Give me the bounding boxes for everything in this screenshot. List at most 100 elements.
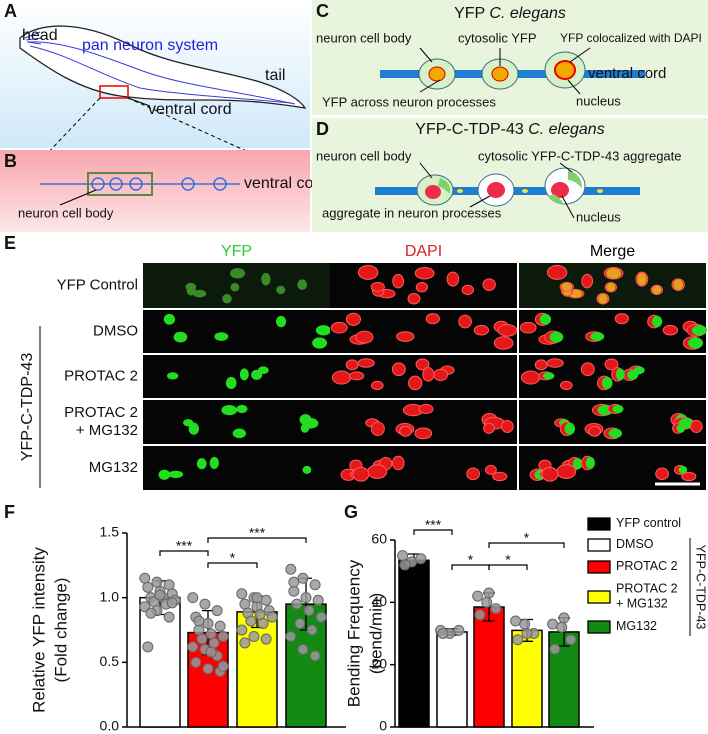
data-point [306, 624, 318, 636]
panel-letter: A [4, 1, 17, 21]
data-point [288, 585, 300, 597]
pointer [59, 189, 97, 206]
label: YFP across neuron processes [322, 94, 496, 109]
nucleus [345, 359, 359, 371]
nucleus [330, 321, 348, 334]
data-point [309, 650, 321, 662]
label: pan neuron system [82, 37, 218, 54]
data-point [202, 663, 214, 675]
yfp-signal [276, 285, 286, 295]
significance-label: * [505, 552, 511, 568]
data-point [315, 611, 327, 623]
y-tick-label: 1.5 [100, 524, 120, 540]
data-point [236, 624, 248, 636]
yfp-signal [542, 372, 555, 380]
y-axis-label: (Fold change) [51, 578, 70, 683]
yfp-signal [561, 282, 573, 291]
row-label: MG132 [89, 459, 138, 476]
data-point [202, 618, 214, 630]
yfp-signal [239, 368, 249, 381]
bar [436, 631, 468, 728]
schematic-line [559, 162, 573, 173]
data-point [208, 637, 220, 649]
data-point [205, 628, 217, 640]
yfp-signal [539, 313, 552, 325]
worm [19, 25, 307, 109]
data-point [556, 621, 568, 633]
column-header: YFP [221, 243, 252, 260]
data-point [245, 615, 257, 627]
y-axis-label: Bending Frequency [344, 559, 363, 707]
schematic-path [548, 194, 564, 204]
data-point [166, 597, 178, 609]
data-point [521, 628, 533, 639]
yfp-signal [601, 376, 613, 390]
y-tick-label: 0 [379, 718, 387, 734]
nucleus [492, 471, 508, 482]
nucleus [519, 321, 537, 334]
yfp-signal [615, 368, 625, 381]
data-point [217, 630, 229, 642]
yfp-signal [275, 315, 287, 328]
nucleus [415, 282, 428, 293]
nerve [27, 41, 296, 105]
panel-d-bg [312, 118, 708, 232]
schematic-ellipse [129, 177, 143, 191]
data-point [437, 628, 449, 639]
nucleus [482, 278, 496, 291]
nucleus [396, 331, 415, 342]
nucleus [546, 358, 564, 368]
panel-b-bg [0, 150, 310, 232]
data-point [163, 579, 175, 591]
data-point [481, 596, 493, 608]
nucleus [370, 421, 385, 436]
data-point [312, 594, 324, 606]
schematic-ellipse [554, 60, 576, 80]
yfp-signal [163, 313, 176, 325]
data-point [193, 615, 205, 627]
pointer [127, 97, 151, 107]
yfp-signal [196, 458, 207, 470]
significance-bracket [413, 529, 453, 535]
yfp-signal [225, 376, 237, 390]
yfp-signal [297, 279, 308, 290]
yfp-signal [627, 369, 639, 380]
nucleus [408, 375, 423, 391]
nucleus [580, 362, 595, 377]
nucleus [534, 359, 548, 371]
data-point [399, 559, 411, 571]
nucleus [493, 336, 514, 350]
schematic-line [419, 47, 433, 63]
y-tick-label: 0.0 [100, 718, 120, 734]
nucleus [352, 466, 370, 482]
bar [398, 559, 430, 728]
nucleus [614, 313, 629, 325]
nerve [29, 45, 293, 104]
nucleus [458, 314, 472, 329]
title-part: YFP-C-TDP-43 [415, 121, 524, 138]
label: head [22, 27, 58, 44]
data-point [239, 637, 251, 649]
data-point [260, 594, 272, 606]
schematic-ellipse [213, 177, 227, 191]
nucleus [357, 265, 379, 280]
nucleus [681, 471, 697, 482]
nucleus [559, 380, 573, 391]
yfp-signal [549, 331, 564, 343]
y-tick-label: 20 [371, 655, 387, 671]
y-tick-label: 60 [371, 531, 387, 547]
schematic-ellipse [428, 66, 446, 82]
data-point [145, 607, 157, 619]
panel-letter: B [4, 151, 17, 171]
yfp-signal [230, 268, 246, 279]
data-point [285, 630, 297, 642]
row-label-line: DMSO [93, 322, 138, 339]
label: aggregate in neuron processes [322, 205, 502, 220]
label: cytosolic YFP-C-TDP-43 aggregate [478, 148, 682, 163]
data-point [239, 598, 251, 610]
data-point [510, 615, 522, 627]
yfp-signal [691, 325, 707, 336]
group-label: YFP-C-TDP-43 [19, 353, 36, 462]
data-point [142, 641, 154, 653]
